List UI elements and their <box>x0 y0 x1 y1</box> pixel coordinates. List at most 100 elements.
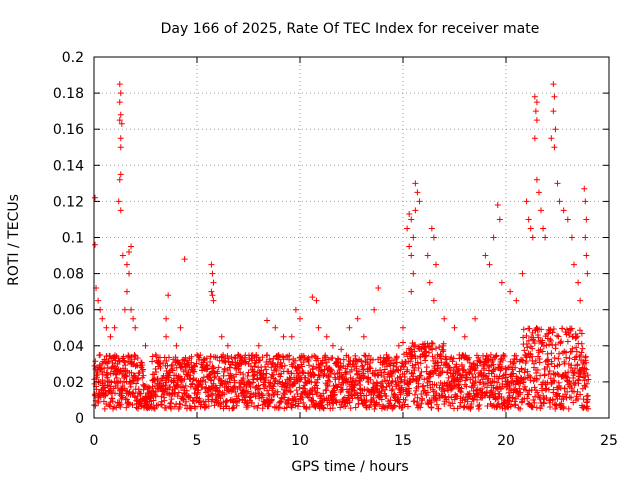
data-point <box>358 396 365 403</box>
data-point <box>568 362 575 369</box>
data-point <box>388 387 395 394</box>
data-point <box>529 345 536 352</box>
data-point <box>396 399 403 406</box>
data-point <box>414 394 421 401</box>
data-point <box>530 397 537 404</box>
data-point <box>486 261 493 268</box>
data-point <box>191 368 198 375</box>
data-point <box>469 374 476 381</box>
data-point <box>529 404 536 411</box>
data-point <box>92 358 99 365</box>
data-point <box>493 352 500 359</box>
data-point <box>334 359 341 366</box>
data-point <box>232 389 239 396</box>
data-point <box>412 342 419 349</box>
data-point <box>408 288 415 295</box>
data-point <box>397 391 404 398</box>
data-point <box>288 404 295 411</box>
data-point <box>423 392 430 399</box>
data-point <box>295 400 302 407</box>
data-point <box>264 352 271 359</box>
data-point <box>377 367 384 374</box>
data-point <box>327 369 334 376</box>
data-point <box>347 374 354 381</box>
data-point <box>475 405 482 412</box>
data-point <box>532 393 539 400</box>
data-point <box>354 315 361 322</box>
data-point <box>535 189 542 196</box>
data-point <box>235 351 242 358</box>
data-point <box>208 261 215 268</box>
data-point <box>538 326 545 333</box>
data-point <box>130 377 137 384</box>
data-point <box>404 403 411 410</box>
data-point <box>564 338 571 345</box>
y-tick-label: 0.18 <box>53 86 84 102</box>
data-point <box>550 326 557 333</box>
data-point <box>428 339 435 346</box>
data-point <box>545 356 552 363</box>
data-point <box>570 261 577 268</box>
data-point <box>188 353 195 360</box>
data-point <box>101 384 108 391</box>
data-point <box>419 383 426 390</box>
data-point <box>375 285 382 292</box>
data-point <box>315 324 322 331</box>
data-point <box>224 355 231 362</box>
data-point <box>384 355 391 362</box>
data-point <box>128 243 135 250</box>
data-point <box>113 375 120 382</box>
data-point <box>552 341 559 348</box>
data-point <box>427 345 434 352</box>
data-point <box>169 365 176 372</box>
data-point <box>270 383 277 390</box>
data-point <box>273 367 280 374</box>
data-point <box>331 391 338 398</box>
data-point <box>536 349 543 356</box>
data-point <box>445 399 452 406</box>
data-point <box>534 389 541 396</box>
data-point <box>482 252 489 259</box>
data-point <box>365 352 372 359</box>
data-point <box>117 207 124 214</box>
data-point <box>401 377 408 384</box>
data-point <box>175 381 182 388</box>
data-point <box>504 404 511 411</box>
data-point <box>573 348 580 355</box>
data-point <box>558 338 565 345</box>
data-point <box>551 378 558 385</box>
data-point <box>524 368 531 375</box>
data-point <box>229 405 236 412</box>
data-point <box>445 393 452 400</box>
data-point <box>119 252 126 259</box>
data-point <box>208 369 215 376</box>
data-point <box>520 334 527 341</box>
data-point <box>300 359 307 366</box>
data-point <box>574 395 581 402</box>
data-point <box>152 365 159 372</box>
data-point <box>205 385 212 392</box>
y-tick-label: 0 <box>75 411 84 427</box>
data-point <box>531 399 538 406</box>
data-point <box>336 367 343 374</box>
data-point <box>292 402 299 409</box>
data-point <box>533 376 540 383</box>
data-point <box>324 383 331 390</box>
data-point <box>272 324 279 331</box>
data-point <box>564 388 571 395</box>
data-point <box>378 396 385 403</box>
data-point <box>255 402 262 409</box>
data-point <box>193 360 200 367</box>
data-point <box>555 355 562 362</box>
data-point <box>223 397 230 404</box>
data-point <box>463 383 470 390</box>
data-point <box>345 388 352 395</box>
data-point <box>121 306 128 313</box>
data-point <box>255 382 262 389</box>
data-point <box>425 374 432 381</box>
data-point <box>574 361 581 368</box>
data-point <box>168 396 175 403</box>
data-point <box>577 297 584 304</box>
data-point <box>425 349 432 356</box>
data-point <box>173 342 180 349</box>
